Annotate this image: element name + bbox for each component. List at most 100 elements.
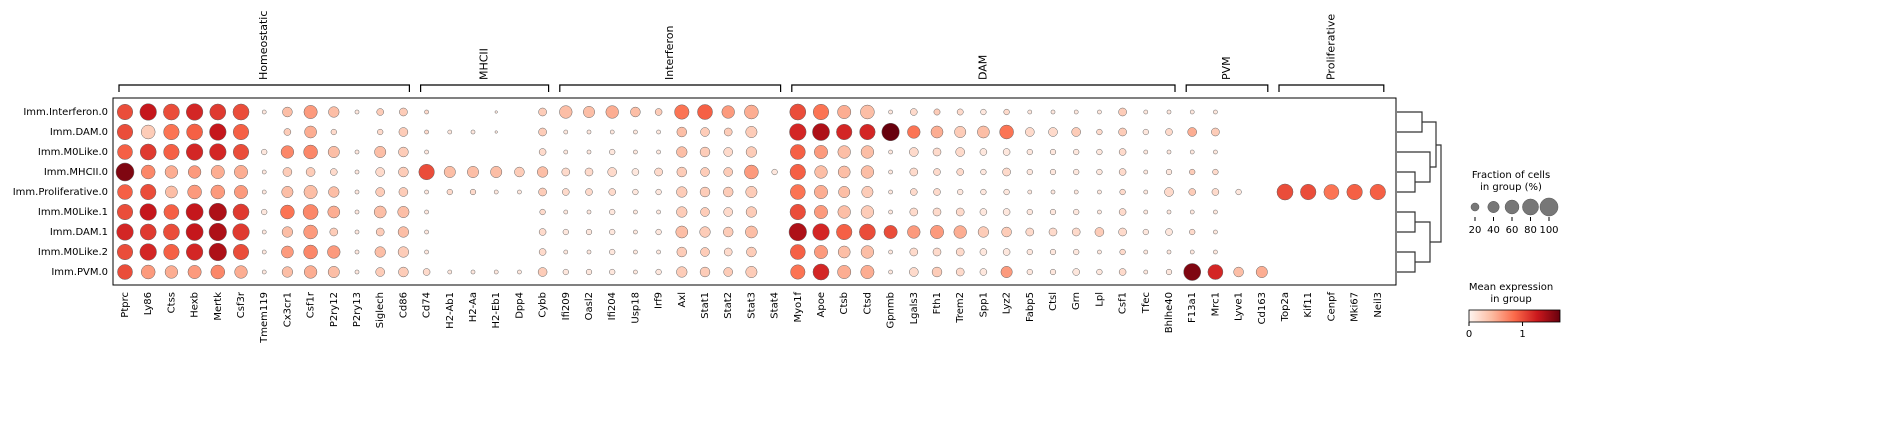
dot (234, 165, 248, 179)
dot (1213, 249, 1218, 255)
dot (1048, 227, 1058, 237)
dot (907, 125, 921, 139)
dot (1002, 208, 1011, 216)
dot (561, 167, 571, 177)
dot (140, 164, 156, 180)
dot (633, 149, 638, 155)
group-bracket (420, 84, 550, 92)
dot (814, 205, 828, 219)
gene-label: Dpp4 (514, 292, 525, 319)
dot (933, 108, 941, 116)
gene-label: Kif11 (1303, 292, 1314, 318)
dot (860, 104, 875, 120)
dot (744, 104, 759, 120)
dot (232, 243, 250, 261)
dot (1118, 107, 1127, 117)
dot (304, 125, 317, 139)
dot (140, 124, 156, 140)
dot (697, 104, 713, 120)
dot (1213, 229, 1218, 235)
dot (1143, 109, 1149, 115)
dot (585, 188, 593, 196)
dot (303, 224, 318, 240)
gene-label: Fabp5 (1025, 292, 1036, 322)
dot (494, 110, 498, 114)
dot (1026, 208, 1033, 216)
dot (261, 229, 267, 235)
dot (447, 269, 453, 275)
dot (234, 185, 248, 199)
dot (723, 147, 733, 157)
dot (980, 188, 987, 196)
dot (232, 203, 250, 221)
dot (424, 109, 429, 115)
dot (1165, 128, 1173, 136)
dot (676, 186, 688, 198)
dot (261, 148, 268, 156)
gene-label: Csf1r (306, 291, 317, 318)
dot (470, 269, 476, 275)
dot (283, 128, 292, 136)
dot (1166, 209, 1172, 215)
dot (329, 227, 339, 237)
dot (1166, 149, 1172, 155)
dot (1003, 108, 1010, 116)
dot (418, 163, 435, 181)
dot (1118, 127, 1127, 137)
dot (790, 244, 806, 260)
dot (303, 265, 318, 279)
dot (261, 189, 267, 195)
dot (1050, 189, 1056, 195)
dot (909, 147, 919, 157)
gene-label: Cx3cr1 (282, 292, 293, 327)
dot (186, 123, 203, 141)
dot (953, 225, 967, 239)
dot (1049, 268, 1057, 276)
gene-label: Axl (677, 292, 688, 308)
gene-label: Ctsb (839, 292, 850, 314)
dot (836, 223, 853, 241)
gene-label: H2-Aa (468, 292, 479, 322)
dot (837, 265, 852, 279)
dot (139, 143, 157, 161)
dot (1119, 188, 1126, 196)
dot (676, 146, 688, 158)
dot (956, 108, 964, 116)
dot (609, 129, 615, 135)
dot (354, 209, 360, 215)
dot (374, 146, 387, 158)
dot (1026, 148, 1033, 156)
gene-label: H2-Ab1 (445, 292, 456, 329)
dot (954, 126, 967, 138)
dot (563, 149, 569, 155)
dot (723, 167, 733, 177)
dot (1001, 226, 1012, 238)
gene-label: Ctss (166, 292, 177, 313)
dot (1346, 183, 1363, 201)
dot (210, 264, 226, 280)
dot (232, 123, 250, 141)
dot (910, 188, 918, 196)
dot (980, 168, 987, 176)
dot (328, 186, 340, 198)
gene-label: Cd86 (398, 292, 409, 318)
dot (586, 249, 592, 255)
dot (232, 143, 250, 161)
dot (303, 185, 318, 199)
dot (1049, 248, 1057, 256)
dot (375, 187, 385, 197)
dot (1072, 268, 1080, 276)
dot (328, 106, 340, 118)
size-legend-title: Fraction of cells (1472, 170, 1550, 181)
dot (399, 107, 408, 117)
dot (1026, 168, 1033, 176)
dot (655, 188, 662, 196)
dot (1026, 248, 1033, 256)
dot (1003, 188, 1010, 196)
dot (1143, 169, 1149, 175)
dot (907, 225, 921, 239)
dot (1002, 248, 1011, 256)
color-legend-title: Mean expression (1469, 282, 1553, 293)
dot (700, 127, 710, 137)
dot (675, 225, 689, 239)
